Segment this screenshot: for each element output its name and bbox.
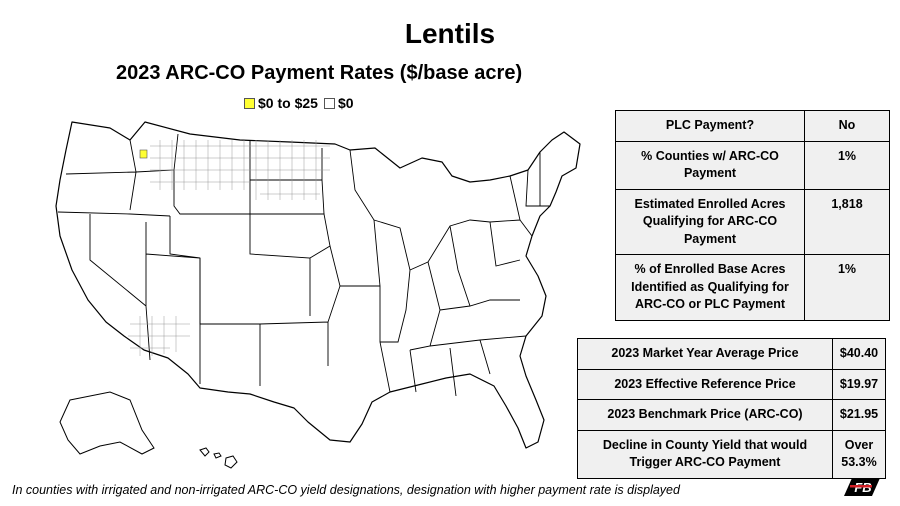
state-lines-central bbox=[173, 140, 380, 386]
hawaii-outline bbox=[199, 447, 238, 469]
state-lines-east bbox=[349, 149, 550, 397]
us-mainland-outline bbox=[55, 121, 581, 449]
footnote: In counties with irrigated and non-irrig… bbox=[12, 483, 680, 497]
counties-pct-label: % Counties w/ ARC-CO Payment bbox=[615, 140, 805, 190]
table-row: 2023 Benchmark Price (ARC-CO) $21.95 bbox=[577, 399, 886, 431]
base-acres-pct-value: 1% bbox=[804, 254, 890, 321]
erp-value: $19.97 bbox=[832, 368, 886, 400]
legend-item-zero: $0 bbox=[323, 95, 354, 111]
price-table: 2023 Market Year Average Price $40.40 20… bbox=[577, 338, 886, 479]
county-grid-southwest bbox=[128, 316, 190, 356]
map-subtitle: 2023 ARC-CO Payment Rates ($/base acre) bbox=[116, 62, 523, 84]
yield-decline-value: Over 53.3% bbox=[832, 429, 886, 479]
enrolled-acres-value: 1,818 bbox=[804, 188, 890, 255]
alaska-outline bbox=[59, 391, 155, 455]
table-row: 2023 Market Year Average Price $40.40 bbox=[577, 338, 886, 370]
table-row: PLC Payment? No bbox=[615, 110, 890, 142]
legend-swatch-yellow bbox=[244, 97, 255, 109]
legend: $0 to $25 $0 bbox=[244, 95, 354, 111]
table-row: % Counties w/ ARC-CO Payment 1% bbox=[615, 140, 890, 190]
base-acres-pct-label: % of Enrolled Base Acres Identified as Q… bbox=[615, 254, 805, 321]
table-row: Estimated Enrolled Acres Qualifying for … bbox=[615, 188, 890, 255]
erp-label: 2023 Effective Reference Price bbox=[577, 368, 833, 400]
counties-pct-value: 1% bbox=[804, 140, 890, 190]
plc-payment-label: PLC Payment? bbox=[615, 110, 805, 142]
table-row: % of Enrolled Base Acres Identified as Q… bbox=[615, 254, 890, 321]
table-row: 2023 Effective Reference Price $19.97 bbox=[577, 368, 886, 400]
yield-decline-label: Decline in County Yield that would Trigg… bbox=[577, 429, 833, 479]
county-grid-north bbox=[150, 140, 330, 200]
legend-swatch-white bbox=[323, 97, 335, 109]
myap-label: 2023 Market Year Average Price bbox=[577, 338, 833, 370]
plc-payment-value: No bbox=[804, 110, 890, 142]
farm-bureau-logo: FB bbox=[844, 478, 880, 496]
benchmark-label: 2023 Benchmark Price (ARC-CO) bbox=[577, 399, 833, 431]
legend-label-zero: $0 bbox=[337, 95, 354, 111]
plc-summary-table: PLC Payment? No % Counties w/ ARC-CO Pay… bbox=[615, 110, 890, 321]
legend-item-paid: $0 to $25 bbox=[244, 95, 318, 111]
enrolled-acres-label: Estimated Enrolled Acres Qualifying for … bbox=[615, 188, 805, 255]
us-map bbox=[55, 121, 581, 469]
myap-value: $40.40 bbox=[832, 338, 886, 370]
legend-label-paid: $0 to $25 bbox=[258, 95, 318, 111]
paid-county bbox=[139, 149, 148, 159]
benchmark-value: $21.95 bbox=[832, 399, 886, 431]
table-row: Decline in County Yield that would Trigg… bbox=[577, 429, 886, 479]
map-title: Lentils bbox=[404, 18, 496, 49]
